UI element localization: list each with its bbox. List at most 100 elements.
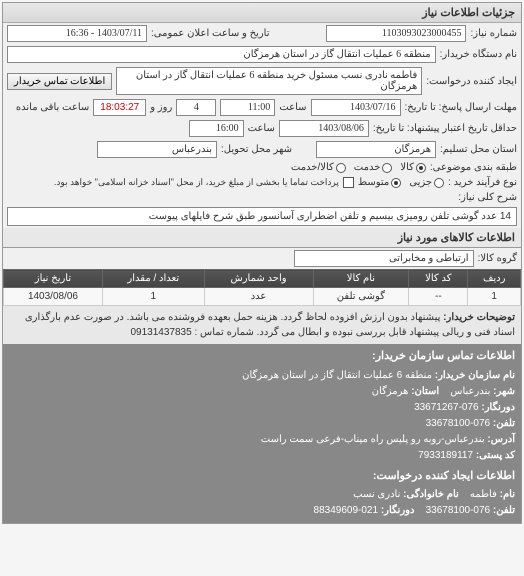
province-label: استان محل تسلیم:: [440, 144, 517, 155]
contact-cphone: 076-33678100: [426, 505, 491, 516]
row-validity: حداقل تاریخ اعتبار پیشنهاد: تا تاریخ: 14…: [3, 118, 521, 139]
description-label: شرح کلی نیاز:: [458, 192, 517, 203]
announce-value: 1403/07/11 - 16:36: [7, 25, 147, 42]
description-value: 14 عدد گوشی تلفن رومیزی بیسیم و تلفن اضط…: [7, 207, 517, 226]
city-label: شهر محل تحویل:: [221, 144, 292, 155]
cell-unit: عدد: [204, 288, 313, 306]
treasury-label: پرداخت تماما یا بخشی از مبلغ خرید، از مح…: [54, 177, 339, 188]
note-label: توضیحات خریدار:: [443, 310, 515, 325]
th-name: نام کالا: [313, 270, 409, 288]
cell-code: --: [409, 288, 468, 306]
contact-city-label: شهر:: [493, 386, 515, 397]
th-unit: واحد شمارش: [204, 270, 313, 288]
contact-province: هرمزگان: [372, 386, 409, 397]
packaging-opt1-label: خدمت: [354, 162, 381, 173]
th-code: کد کالا: [409, 270, 468, 288]
city-value: بندرعباس: [97, 141, 217, 158]
purchase-type-label: نوع فرآیند خرید :: [448, 177, 517, 188]
buyer-label: نام دستگاه خریدار:: [440, 49, 517, 60]
contact-lname-label: نام خانوادگی:: [403, 489, 459, 500]
contact-cphone-label: تلفن:: [493, 505, 515, 516]
goods-group-value: ارتباطی و مخابراتی: [294, 250, 474, 267]
buyer-value: منطقه 6 عملیات انتقال گاز در استان هرمزگ…: [7, 46, 436, 63]
row-requester: ایجاد کننده درخواست: فاطمه نادری نسب مسئ…: [3, 65, 521, 97]
contact-fax: 076-33671267: [414, 402, 479, 413]
need-no-value: 1103093023000455: [326, 25, 466, 42]
deadline-time: 11:00: [220, 99, 275, 116]
packaging-option-2[interactable]: کالا/خدمت: [291, 162, 346, 173]
contact-section: اطلاعات تماس سازمان خریدار: نام سازمان خ…: [3, 344, 521, 523]
purchase-type-radio-group: جزیی متوسط: [358, 177, 444, 188]
details-panel: جزئیات اطلاعات نیاز شماره نیاز: 11030930…: [2, 2, 522, 524]
cell-date: 1403/08/06: [4, 288, 103, 306]
deadline-day-label: روز و: [150, 102, 172, 113]
radio-icon: [382, 163, 392, 173]
row-deadline: مهلت ارسال پاسخ: تا تاریخ: 1403/07/16 سا…: [3, 97, 521, 118]
contact-fname-label: نام:: [500, 489, 515, 500]
table-header-row: ردیف کد کالا نام کالا واحد شمارش تعداد /…: [4, 270, 521, 288]
contact-org-label: نام سازمان خریدار:: [435, 370, 515, 381]
radio-icon: [391, 178, 401, 188]
row-goods-group: گروه کالا: ارتباطی و مخابراتی: [3, 248, 521, 269]
row-location: استان محل تسلیم: هرمزگان شهر محل تحویل: …: [3, 139, 521, 160]
purchase-option-1[interactable]: متوسط: [358, 177, 401, 188]
deadline-days: 4: [176, 99, 216, 116]
packaging-option-0[interactable]: کالا: [400, 162, 426, 173]
th-qty: تعداد / مقدار: [102, 270, 204, 288]
cell-row: 1: [468, 288, 521, 306]
packaging-opt0-label: کالا: [400, 162, 414, 173]
buyer-note: توضیحات خریدار: پیشنهاد بدون ارزش افزوده…: [3, 306, 521, 344]
contact-buyer-button[interactable]: اطلاعات تماس خریدار: [7, 73, 112, 90]
deadline-label: مهلت ارسال پاسخ: تا تاریخ:: [405, 102, 517, 113]
contact-postal-label: کد پستی:: [476, 450, 515, 461]
contact-address: بندرعباس-روبه رو پلیس راه میناب-فرعی سمت…: [261, 434, 485, 445]
contact-province-label: استان:: [411, 386, 439, 397]
contact-title: اطلاعات تماس سازمان خریدار:: [9, 348, 515, 366]
table-row: 1 -- گوشی تلفن عدد 1 1403/08/06: [4, 288, 521, 306]
creator-section-title: اطلاعات ایجاد کننده درخواست:: [9, 468, 515, 486]
validity-time: 16:00: [189, 120, 244, 137]
purchase-option-0[interactable]: جزیی: [409, 177, 444, 188]
validity-date: 1403/08/06: [279, 120, 369, 137]
contact-city: بندرعباس: [450, 386, 490, 397]
announce-label: تاریخ و ساعت اعلان عمومی:: [151, 28, 270, 39]
validity-label: حداقل تاریخ اعتبار پیشنهاد: تا تاریخ:: [373, 123, 517, 134]
countdown-time: 18:03:27: [93, 99, 146, 116]
deadline-date: 1403/07/16: [311, 99, 401, 116]
contact-org: منطقه 6 عملیات انتقال گاز در استان هرمزگ…: [242, 370, 432, 381]
treasury-checkbox[interactable]: [343, 177, 354, 188]
requester-value: فاطمه نادری نسب مسئول خرید منطقه 6 عملیا…: [116, 67, 422, 95]
row-need-number: شماره نیاز: 1103093023000455 تاریخ و ساع…: [3, 23, 521, 44]
goods-section-title: اطلاعات کالاهای مورد نیاز: [3, 228, 521, 248]
contact-address-label: آدرس:: [487, 434, 515, 445]
contact-cfax: 021-88349609: [314, 505, 379, 516]
requester-label: ایجاد کننده درخواست:: [426, 76, 517, 87]
goods-table: ردیف کد کالا نام کالا واحد شمارش تعداد /…: [3, 269, 521, 306]
row-buyer: نام دستگاه خریدار: منطقه 6 عملیات انتقال…: [3, 44, 521, 65]
validity-time-label: ساعت: [248, 123, 275, 134]
contact-cfax-label: دورنگار:: [381, 505, 415, 516]
remain-label: ساعت باقی مانده: [16, 102, 89, 113]
radio-icon: [416, 163, 426, 173]
goods-group-label: گروه کالا:: [478, 253, 517, 264]
th-row: ردیف: [468, 270, 521, 288]
packaging-option-1[interactable]: خدمت: [354, 162, 393, 173]
contact-lname: نادری نسب: [353, 489, 400, 500]
row-description: شرح کلی نیاز: 14 عدد گوشی تلفن رومیزی بی…: [3, 190, 521, 228]
contact-postal: 7933189117: [418, 450, 473, 461]
packaging-label: طبقه بندی موضوعی:: [430, 162, 517, 173]
cell-qty: 1: [102, 288, 204, 306]
contact-fname: فاطمه: [470, 489, 497, 500]
radio-icon: [434, 178, 444, 188]
row-purchase-type: نوع فرآیند خرید : جزیی متوسط پرداخت تمام…: [3, 175, 521, 190]
packaging-radio-group: کالا خدمت کالا/خدمت: [291, 162, 426, 173]
panel-title: جزئیات اطلاعات نیاز: [3, 3, 521, 23]
need-no-label: شماره نیاز:: [470, 28, 517, 39]
purchase-opt0-label: جزیی: [409, 177, 432, 188]
radio-icon: [336, 163, 346, 173]
note-text: پیشنهاد بدون ارزش افزوده لحاظ گردد. هزین…: [25, 312, 515, 338]
cell-name: گوشی تلفن: [313, 288, 409, 306]
contact-fax-label: دورنگار:: [481, 402, 515, 413]
row-packaging: طبقه بندی موضوعی: کالا خدمت کالا/خدمت: [3, 160, 521, 175]
contact-phone-label: تلفن:: [493, 418, 515, 429]
